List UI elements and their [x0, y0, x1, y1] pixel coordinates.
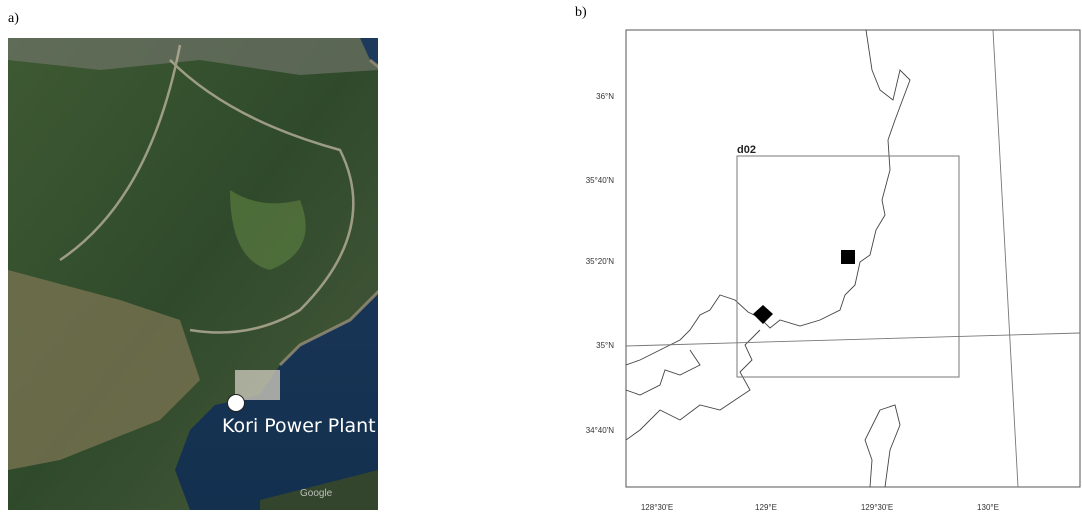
- square-marker: [841, 250, 855, 264]
- lat-label: 35°N: [596, 341, 614, 350]
- lon-label: 130°E: [977, 503, 999, 512]
- site-label: Kori Power Plant: [222, 415, 376, 437]
- coastline: [626, 30, 911, 487]
- domain-box: [736, 155, 960, 378]
- lon-label: 129°30'E: [861, 503, 893, 512]
- diamond-marker: [753, 305, 773, 324]
- lon-label: 128°30'E: [641, 503, 673, 512]
- lat-label: 35°40'N: [586, 176, 615, 185]
- lat-label: 36°N: [596, 92, 614, 101]
- lat-label: 35°20'N: [586, 257, 615, 266]
- watermark: Google: [300, 488, 333, 499]
- panel-label: b): [575, 5, 587, 20]
- satellite-image: Kori Power Plant Google: [8, 38, 378, 510]
- graticule: [626, 30, 1080, 487]
- tick-labels: 36°N 35°40'N 35°20'N 35°N 34°40'N 128°30'E 129…: [586, 92, 999, 512]
- lat-label: 34°40'N: [586, 426, 615, 435]
- lon-label: 129°E: [755, 503, 777, 512]
- domain-label: d02: [737, 144, 756, 156]
- panel-label: a): [8, 11, 19, 26]
